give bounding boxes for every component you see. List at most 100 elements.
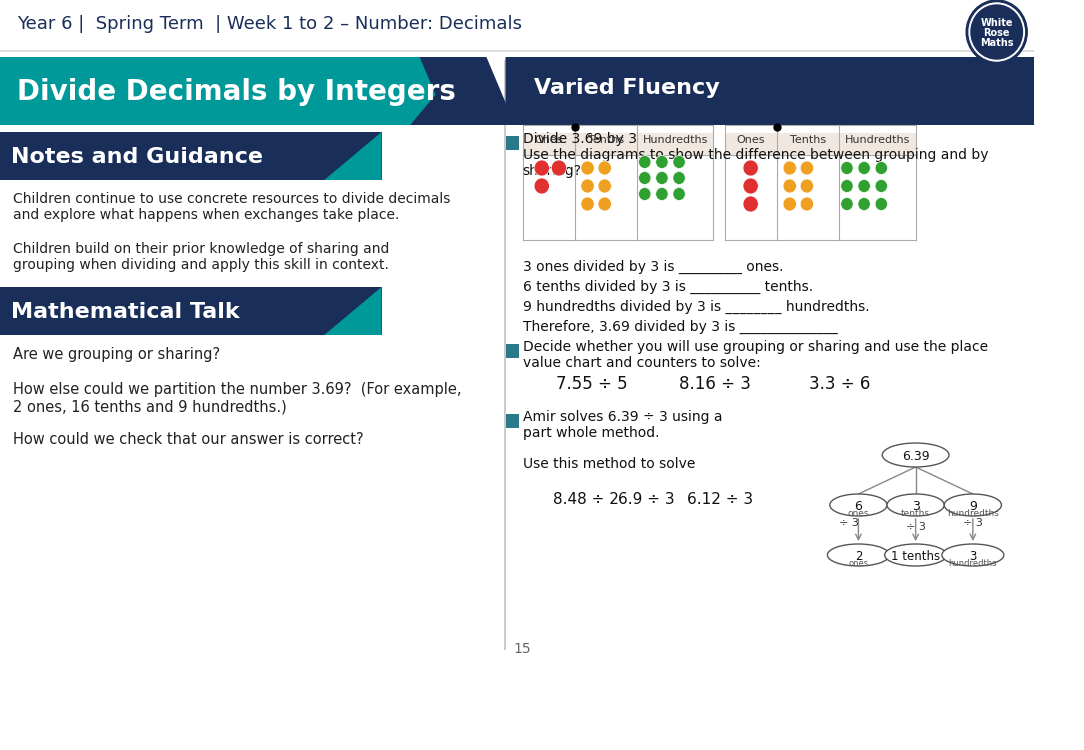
Circle shape xyxy=(800,161,814,175)
Circle shape xyxy=(534,178,550,194)
Text: Varied Fluency: Varied Fluency xyxy=(534,78,720,98)
Text: Tenths: Tenths xyxy=(790,135,826,145)
Text: Notes and Guidance: Notes and Guidance xyxy=(12,147,263,167)
Text: Are we grouping or sharing?: Are we grouping or sharing? xyxy=(13,347,220,362)
Text: Hundredths: Hundredths xyxy=(844,135,911,145)
Ellipse shape xyxy=(882,443,948,467)
Circle shape xyxy=(656,188,668,200)
Text: 9 hundredths divided by 3 is ________ hundredths.: 9 hundredths divided by 3 is ________ hu… xyxy=(522,300,869,314)
Text: Rose: Rose xyxy=(983,28,1010,38)
Text: Tenths: Tenths xyxy=(588,135,623,145)
Circle shape xyxy=(638,188,651,200)
Bar xyxy=(725,133,916,155)
Polygon shape xyxy=(420,57,515,125)
Text: 6.12 ÷ 3: 6.12 ÷ 3 xyxy=(687,492,753,507)
Bar xyxy=(0,50,1034,52)
Ellipse shape xyxy=(942,544,1004,566)
Text: 6 tenths divided by 3 is __________ tenths.: 6 tenths divided by 3 is __________ tent… xyxy=(522,280,813,294)
Circle shape xyxy=(581,161,594,175)
Bar xyxy=(0,287,382,335)
Text: Decide whether you will use grouping or sharing and use the place
value chart an: Decide whether you will use grouping or … xyxy=(522,340,988,370)
Circle shape xyxy=(800,179,814,193)
Text: How else could we partition the number 3.69?  (For example,
2 ones, 16 tenths an: How else could we partition the number 3… xyxy=(13,382,462,415)
Text: 6.9 ÷ 3: 6.9 ÷ 3 xyxy=(618,492,674,507)
Ellipse shape xyxy=(829,494,887,516)
Text: Amir solves 6.39 ÷ 3 using a
part whole method.: Amir solves 6.39 ÷ 3 using a part whole … xyxy=(522,410,722,440)
Text: Children continue to use concrete resources to divide decimals
and explore what : Children continue to use concrete resour… xyxy=(13,192,451,222)
Text: tenths: tenths xyxy=(901,509,930,518)
Bar xyxy=(504,60,505,650)
Text: hundredths: hundredths xyxy=(948,559,997,568)
Circle shape xyxy=(783,197,797,211)
Text: 2: 2 xyxy=(854,550,862,563)
Circle shape xyxy=(656,155,668,169)
Circle shape xyxy=(673,172,685,184)
Bar xyxy=(522,133,713,155)
Text: Use this method to solve: Use this method to solve xyxy=(522,457,695,471)
Circle shape xyxy=(743,178,758,194)
Text: ones: ones xyxy=(849,559,868,568)
Bar xyxy=(0,132,382,180)
Circle shape xyxy=(598,197,611,211)
Polygon shape xyxy=(410,57,467,125)
Ellipse shape xyxy=(885,544,946,566)
Text: Ones: Ones xyxy=(534,135,563,145)
Circle shape xyxy=(638,155,651,169)
Text: 1 tenths: 1 tenths xyxy=(891,550,940,563)
Circle shape xyxy=(743,196,758,212)
Bar xyxy=(0,57,467,125)
Text: Children build on their prior knowledge of sharing and
grouping when dividing an: Children build on their prior knowledge … xyxy=(13,242,390,272)
Circle shape xyxy=(857,197,870,211)
Text: 9: 9 xyxy=(969,500,977,513)
Bar xyxy=(505,344,519,358)
Circle shape xyxy=(638,172,651,184)
Ellipse shape xyxy=(944,494,1002,516)
Polygon shape xyxy=(324,287,382,335)
Text: 7.55 ÷ 5: 7.55 ÷ 5 xyxy=(555,375,628,393)
Ellipse shape xyxy=(887,494,944,516)
Text: Divide Decimals by Integers: Divide Decimals by Integers xyxy=(17,78,456,106)
Text: Mathematical Talk: Mathematical Talk xyxy=(12,302,240,322)
Text: 3: 3 xyxy=(912,500,919,513)
Circle shape xyxy=(581,197,594,211)
Circle shape xyxy=(971,5,1022,59)
Circle shape xyxy=(875,179,888,193)
Text: 15: 15 xyxy=(513,642,531,656)
Text: White: White xyxy=(980,18,1012,28)
Text: 3.3 ÷ 6: 3.3 ÷ 6 xyxy=(809,375,870,393)
Text: Ones: Ones xyxy=(736,135,765,145)
Circle shape xyxy=(581,179,594,193)
Circle shape xyxy=(857,161,870,175)
Bar xyxy=(505,57,1034,125)
Bar xyxy=(505,414,519,428)
Circle shape xyxy=(875,161,888,175)
Text: 3: 3 xyxy=(969,550,977,563)
Text: Year 6 |  Spring Term  | Week 1 to 2 – Number: Decimals: Year 6 | Spring Term | Week 1 to 2 – Num… xyxy=(17,15,522,33)
Text: ones: ones xyxy=(848,509,869,518)
Text: ÷ 3: ÷ 3 xyxy=(839,518,860,528)
Circle shape xyxy=(552,160,567,176)
Circle shape xyxy=(598,179,611,193)
Circle shape xyxy=(598,161,611,175)
Polygon shape xyxy=(324,132,382,180)
Text: Divide 3.69 by 3
Use the diagrams to show the difference between grouping and by: Divide 3.69 by 3 Use the diagrams to sho… xyxy=(522,132,989,178)
Circle shape xyxy=(966,0,1028,64)
Bar xyxy=(505,136,519,150)
Text: 6.39: 6.39 xyxy=(902,450,929,463)
Text: Maths: Maths xyxy=(980,38,1014,48)
Circle shape xyxy=(841,161,853,175)
Circle shape xyxy=(673,188,685,200)
Bar xyxy=(522,125,713,240)
Circle shape xyxy=(743,160,758,176)
Ellipse shape xyxy=(827,544,889,566)
Circle shape xyxy=(841,197,853,211)
Text: Hundredths: Hundredths xyxy=(643,135,708,145)
Circle shape xyxy=(534,160,550,176)
Text: How could we check that our answer is correct?: How could we check that our answer is co… xyxy=(13,432,364,447)
Circle shape xyxy=(656,172,668,184)
Text: hundredths: hundredths xyxy=(947,509,998,518)
Bar xyxy=(725,125,916,240)
Circle shape xyxy=(673,155,685,169)
Polygon shape xyxy=(505,57,534,125)
Text: 8.16 ÷ 3: 8.16 ÷ 3 xyxy=(680,375,751,393)
